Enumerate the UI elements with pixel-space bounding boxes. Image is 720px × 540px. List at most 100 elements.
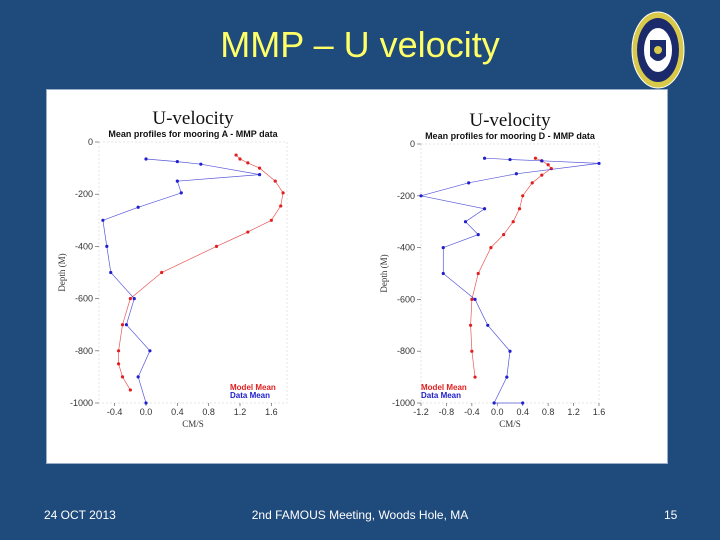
chart2-point-data-mean bbox=[467, 181, 471, 185]
slide-title: MMP – U velocity bbox=[220, 24, 500, 65]
chart2-point-data-mean bbox=[597, 161, 601, 166]
chart1-series-line-data-mean bbox=[102, 158, 260, 404]
chart1-point-data-mean bbox=[144, 157, 148, 161]
chart1-point-model-mean bbox=[234, 153, 238, 157]
chart1-point-model-mean bbox=[120, 375, 125, 379]
chart2-point-data-mean bbox=[419, 194, 423, 198]
chart2-point-data-mean bbox=[441, 246, 445, 250]
chart1-legend-data-mean: Data Mean bbox=[230, 391, 270, 400]
chart2-point-model-mean bbox=[530, 181, 534, 185]
chart1-point-model-mean bbox=[128, 388, 132, 392]
chart1-point-data-mean bbox=[144, 401, 148, 405]
chart2-xlabel: CM/S bbox=[499, 419, 521, 429]
chart1-subtitle: Mean profiles for mooring A - MMP data bbox=[108, 129, 278, 139]
chart2-point-model-mean bbox=[540, 173, 544, 177]
chart-panel: U-velocity Mean profiles for mooring A - … bbox=[46, 89, 668, 464]
chart2-ytick-label: 0 bbox=[410, 139, 415, 149]
chart2-title: U-velocity bbox=[469, 110, 551, 131]
chart1-point-model-mean bbox=[214, 244, 219, 248]
chart2-point-data-mean bbox=[508, 349, 512, 353]
chart1-point-data-mean bbox=[175, 159, 179, 164]
chart1-point-model-mean bbox=[246, 230, 250, 234]
chart1-series-line-model-mean bbox=[118, 154, 284, 391]
chart1-point-model-mean bbox=[273, 179, 277, 183]
chart1-point-data-mean bbox=[148, 349, 152, 353]
chart1-point-data-mean bbox=[132, 297, 136, 301]
chart2-point-data-mean bbox=[486, 323, 490, 327]
chart2-point-model-mean bbox=[517, 207, 522, 211]
chart1-point-data-mean bbox=[175, 179, 179, 183]
chart2-point-model-mean bbox=[521, 194, 525, 198]
chart2-xtick-label: -1.2 bbox=[413, 407, 429, 417]
chart2-point-model-mean bbox=[470, 297, 474, 301]
chart1-point-data-mean bbox=[199, 162, 203, 166]
chart1-xtick-label: 1.6 bbox=[265, 407, 278, 417]
footer-date: 24 OCT 2013 bbox=[44, 508, 116, 522]
chart2-xtick-label: 1.2 bbox=[567, 407, 580, 417]
chart1-point-data-mean bbox=[101, 218, 105, 222]
chart2-plot-frame bbox=[420, 143, 600, 404]
chart1-plot-frame bbox=[98, 141, 288, 404]
chart1-xtick-label: 0.0 bbox=[140, 407, 153, 417]
chart2-subtitle: Mean profiles for mooring D - MMP data bbox=[425, 131, 596, 141]
chart2-point-model-mean bbox=[473, 375, 477, 379]
chart2-legend-model-mean: Model Mean bbox=[421, 383, 467, 392]
chart2-point-data-mean bbox=[482, 207, 487, 211]
chart1-point-data-mean bbox=[136, 375, 140, 379]
chart2-ylabel: Depth (M) bbox=[379, 254, 389, 292]
page-number: 15 bbox=[664, 508, 678, 522]
chart1-xlabel: CM/S bbox=[182, 419, 204, 429]
chart2-point-data-mean bbox=[521, 401, 525, 405]
chart2-point-data-mean bbox=[473, 297, 477, 301]
chart2-point-data-mean bbox=[441, 271, 445, 276]
chart2-point-data-mean bbox=[514, 172, 518, 176]
chart1-ylabel: Depth (M) bbox=[57, 253, 67, 291]
chart2-ytick-label: -800 bbox=[397, 346, 415, 356]
chart2-point-model-mean bbox=[546, 163, 550, 167]
chart1-ytick-label: -600 bbox=[75, 294, 93, 304]
chart2-point-model-mean bbox=[533, 156, 538, 160]
chart2-xtick-label: 1.6 bbox=[593, 407, 606, 417]
chart1-point-data-mean bbox=[105, 244, 109, 248]
footer-meeting: 2nd FAMOUS Meeting, Woods Hole, MA bbox=[251, 508, 469, 522]
chart1-ytick-label: -200 bbox=[75, 189, 93, 199]
chart1-point-model-mean bbox=[257, 166, 262, 170]
chart1-title: U-velocity bbox=[152, 108, 234, 129]
chart2-point-data-mean bbox=[505, 375, 509, 379]
chart2-ytick-label: -200 bbox=[397, 191, 415, 201]
chart2-point-data-mean bbox=[476, 233, 480, 237]
chart1-ytick-label: -400 bbox=[75, 241, 93, 251]
chart2-point-model-mean bbox=[489, 246, 493, 250]
chart2-point-model-mean bbox=[476, 271, 480, 276]
chart2-point-data-mean bbox=[463, 220, 468, 224]
chart1-legend-model-mean: Model Mean bbox=[230, 383, 276, 392]
chart2-point-data-mean bbox=[540, 159, 544, 163]
chart2-xtick-label: -0.8 bbox=[439, 407, 455, 417]
chart1-point-model-mean bbox=[238, 157, 242, 161]
chart1-xtick-label: 0.4 bbox=[171, 407, 184, 417]
chart1-point-model-mean bbox=[120, 323, 125, 327]
chart2-series-line-data-mean bbox=[420, 157, 600, 404]
chart1-point-model-mean bbox=[246, 161, 250, 165]
institution-seal-icon bbox=[630, 10, 686, 90]
chart1-point-data-mean bbox=[109, 270, 113, 275]
chart1-point-model-mean bbox=[269, 218, 273, 222]
chart1-point-data-mean bbox=[136, 205, 140, 209]
chart1-xtick-label: -0.4 bbox=[107, 407, 123, 417]
chart1-point-model-mean bbox=[128, 297, 132, 301]
chart2-legend-data-mean: Data Mean bbox=[421, 391, 461, 400]
chart1-point-data-mean bbox=[124, 323, 129, 327]
chart2-point-data-mean bbox=[508, 157, 512, 162]
chart2-xtick-label: 0.0 bbox=[491, 407, 504, 417]
chart2-point-model-mean bbox=[502, 233, 506, 237]
chart1-point-model-mean bbox=[281, 191, 285, 195]
chart2-point-model-mean bbox=[468, 323, 473, 327]
chart1-point-data-mean bbox=[257, 173, 262, 177]
chart2-point-model-mean bbox=[470, 349, 474, 353]
chart2-ytick-label: -400 bbox=[397, 243, 415, 253]
chart2-ytick-label: -600 bbox=[397, 294, 415, 304]
chart1-ytick-label: -800 bbox=[75, 346, 93, 356]
chart2-point-model-mean bbox=[511, 220, 515, 224]
chart1-point-data-mean bbox=[179, 191, 183, 195]
